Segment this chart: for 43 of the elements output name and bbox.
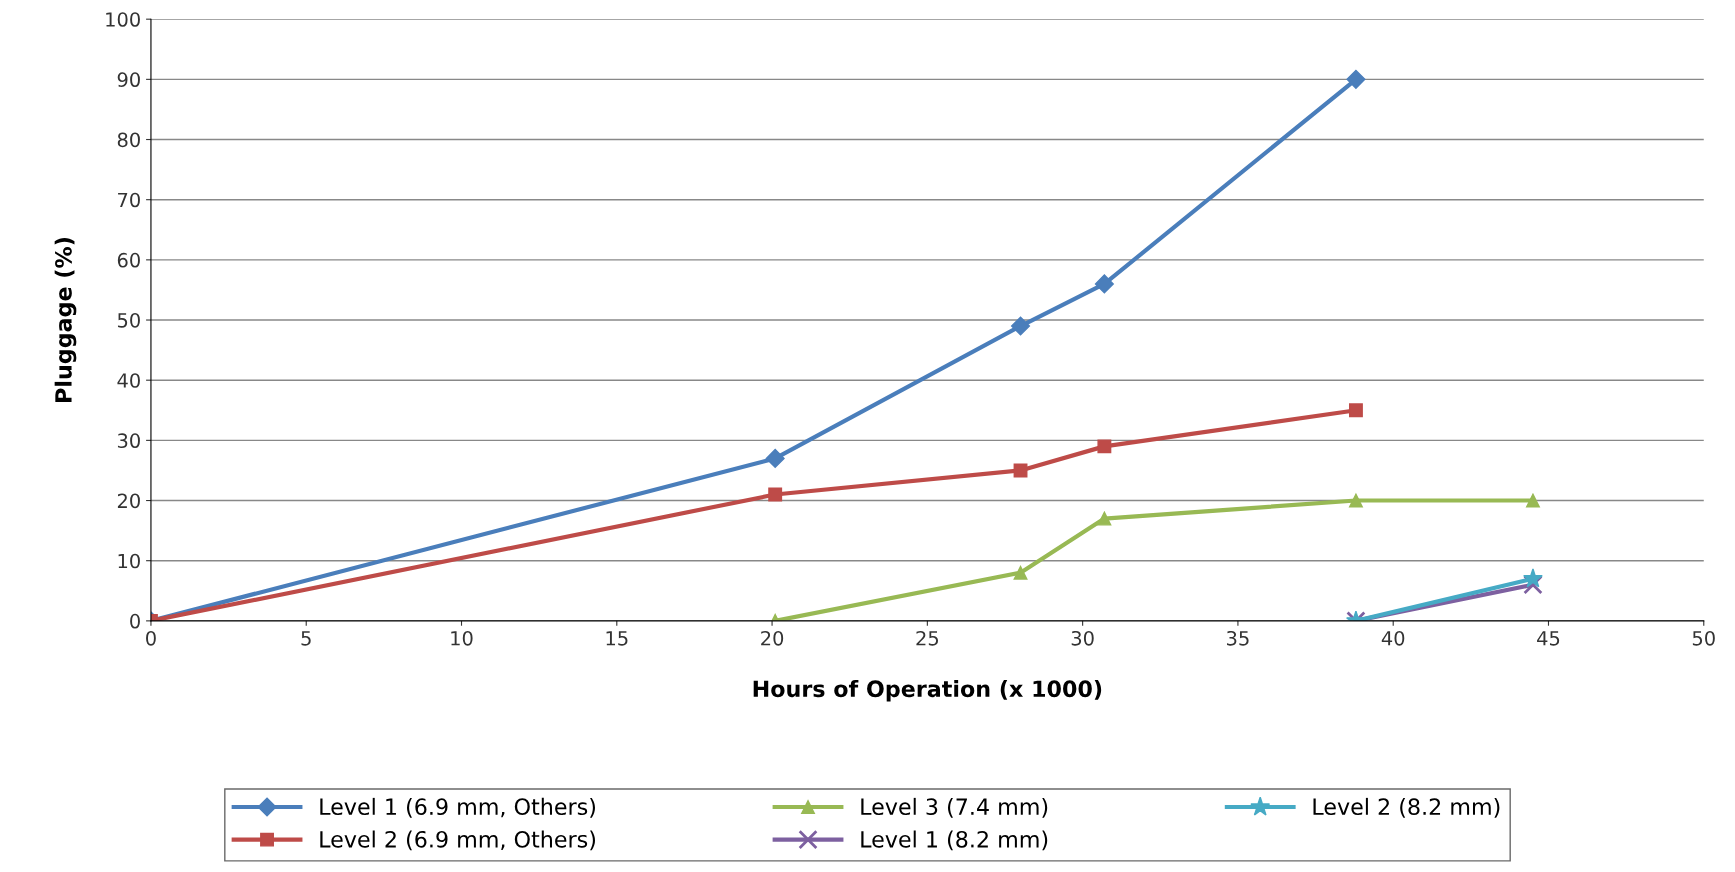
y-tick-label: 40 bbox=[117, 373, 140, 388]
x-tick-label: 45 bbox=[1537, 631, 1560, 646]
point bbox=[1094, 274, 1114, 294]
x-tick-label: 30 bbox=[1071, 630, 1094, 646]
x-axis-title: Hours of Operation (x 1000) bbox=[753, 679, 1102, 702]
point bbox=[1348, 493, 1363, 508]
y-tick-label: 70 bbox=[118, 192, 140, 208]
point bbox=[1013, 565, 1028, 580]
point bbox=[765, 448, 785, 468]
legend-label: Level 2 (8.2 mm) bbox=[1313, 797, 1500, 818]
y-tick-label: 90 bbox=[117, 72, 140, 88]
legend-label: Level 3 (7.4 mm) bbox=[861, 797, 1048, 818]
legend-label: Level 1 (8.2 mm) bbox=[861, 830, 1048, 851]
y-tick-label: 50 bbox=[117, 312, 140, 328]
point bbox=[1010, 316, 1031, 336]
y-tick-label: 10 bbox=[118, 553, 140, 569]
y-tick-label: 80 bbox=[117, 132, 140, 148]
point bbox=[1523, 568, 1543, 588]
y-tick-label: 100 bbox=[106, 12, 140, 27]
y-tick-label: 0 bbox=[130, 613, 140, 629]
point bbox=[1348, 403, 1363, 418]
x-tick-label: 20 bbox=[761, 630, 784, 646]
point bbox=[1013, 463, 1028, 478]
point bbox=[1523, 575, 1543, 595]
x-tick-label: 0 bbox=[146, 630, 156, 646]
x-tick-label: 5 bbox=[301, 631, 311, 646]
x-tick-label: 35 bbox=[1227, 630, 1249, 646]
y-tick-label: 30 bbox=[117, 433, 140, 449]
y-tick-label: 20 bbox=[117, 493, 140, 509]
y-axis-title: Pluggage (%) bbox=[54, 238, 77, 402]
x-tick-label: 25 bbox=[916, 630, 939, 646]
legend-label: Level 2 (6.9 mm, Others) bbox=[320, 830, 596, 851]
x-tick-label: 10 bbox=[451, 630, 473, 646]
y-tick-label: 60 bbox=[117, 252, 140, 268]
point bbox=[1097, 511, 1112, 526]
x-tick-label: 40 bbox=[1381, 630, 1405, 646]
x-tick-label: 15 bbox=[606, 631, 628, 646]
point bbox=[1346, 69, 1366, 89]
point bbox=[1097, 439, 1112, 454]
point bbox=[768, 487, 783, 502]
legend-label: Level 1 (6.9 mm, Others) bbox=[320, 797, 596, 818]
x-tick-label: 50 bbox=[1692, 630, 1715, 646]
point bbox=[1526, 493, 1540, 508]
